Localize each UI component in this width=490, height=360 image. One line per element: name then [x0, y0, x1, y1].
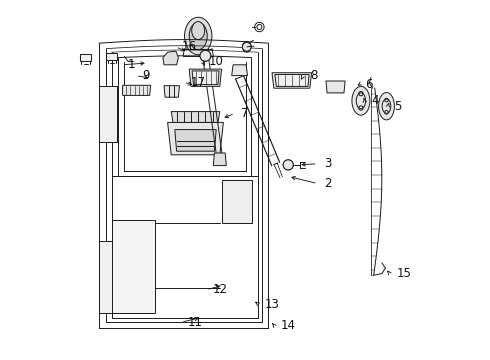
- Polygon shape: [112, 220, 155, 313]
- Polygon shape: [272, 73, 312, 88]
- Polygon shape: [122, 85, 151, 95]
- Text: 5: 5: [394, 100, 402, 113]
- Text: 15: 15: [396, 267, 411, 280]
- Polygon shape: [232, 65, 247, 76]
- Polygon shape: [99, 86, 117, 142]
- Text: 11: 11: [187, 316, 202, 329]
- Text: 6: 6: [366, 78, 373, 91]
- Text: 2: 2: [324, 177, 332, 190]
- Ellipse shape: [352, 86, 370, 115]
- Polygon shape: [175, 130, 216, 151]
- Polygon shape: [171, 112, 220, 122]
- Polygon shape: [275, 75, 309, 86]
- Ellipse shape: [192, 22, 205, 40]
- Ellipse shape: [189, 22, 207, 50]
- Text: 17: 17: [190, 76, 205, 89]
- Polygon shape: [326, 81, 345, 93]
- Text: 7: 7: [242, 107, 249, 120]
- Text: 3: 3: [324, 157, 332, 170]
- Polygon shape: [164, 86, 179, 97]
- Polygon shape: [192, 71, 219, 85]
- Text: 12: 12: [213, 283, 227, 296]
- Polygon shape: [213, 153, 226, 166]
- Text: 13: 13: [265, 298, 280, 311]
- Polygon shape: [221, 180, 252, 223]
- Polygon shape: [99, 241, 117, 313]
- Circle shape: [243, 42, 251, 51]
- Circle shape: [283, 160, 293, 170]
- Text: 10: 10: [209, 55, 224, 68]
- Polygon shape: [80, 54, 91, 61]
- Text: 1: 1: [128, 58, 136, 71]
- Polygon shape: [189, 69, 221, 86]
- Polygon shape: [106, 53, 117, 60]
- Text: 9: 9: [143, 69, 150, 82]
- Ellipse shape: [379, 93, 394, 120]
- Text: 4: 4: [371, 94, 378, 107]
- Ellipse shape: [185, 17, 212, 55]
- Text: 8: 8: [310, 69, 317, 82]
- Text: 14: 14: [281, 319, 296, 332]
- Text: 16: 16: [182, 40, 197, 53]
- Polygon shape: [163, 51, 178, 65]
- Circle shape: [200, 50, 211, 61]
- Polygon shape: [168, 122, 223, 155]
